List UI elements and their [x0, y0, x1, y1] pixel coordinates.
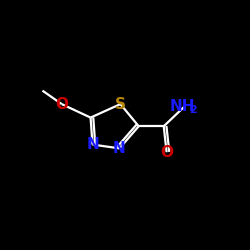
Text: S: S [115, 96, 126, 112]
Text: N: N [113, 141, 126, 156]
Text: 2: 2 [189, 105, 196, 115]
Text: NH: NH [169, 98, 195, 114]
Text: O: O [55, 96, 68, 112]
Text: N: N [86, 137, 99, 152]
Text: O: O [160, 145, 173, 160]
